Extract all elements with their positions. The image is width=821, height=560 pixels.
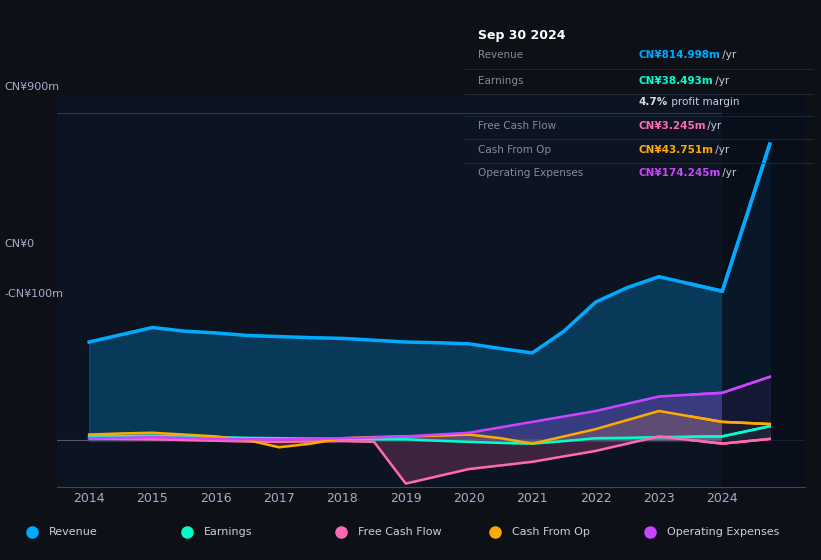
Text: Cash From Op: Cash From Op — [478, 144, 551, 155]
Text: Operating Expenses: Operating Expenses — [667, 528, 779, 537]
Bar — [722, 95, 817, 487]
Text: -CN¥100m: -CN¥100m — [4, 289, 63, 299]
Text: CN¥38.493m: CN¥38.493m — [639, 76, 713, 86]
Text: Free Cash Flow: Free Cash Flow — [478, 121, 556, 131]
Text: Revenue: Revenue — [478, 50, 523, 60]
Text: Revenue: Revenue — [49, 528, 98, 537]
Text: /yr: /yr — [712, 76, 729, 86]
Text: CN¥3.245m: CN¥3.245m — [639, 121, 706, 131]
Text: CN¥0: CN¥0 — [4, 239, 34, 249]
Text: /yr: /yr — [704, 121, 722, 131]
Text: /yr: /yr — [719, 168, 736, 178]
Text: CN¥900m: CN¥900m — [4, 82, 59, 92]
Text: Cash From Op: Cash From Op — [512, 528, 590, 537]
Text: CN¥814.998m: CN¥814.998m — [639, 50, 720, 60]
Text: 4.7%: 4.7% — [639, 97, 667, 108]
Text: CN¥174.245m: CN¥174.245m — [639, 168, 721, 178]
Text: Free Cash Flow: Free Cash Flow — [358, 528, 442, 537]
Text: CN¥43.751m: CN¥43.751m — [639, 144, 713, 155]
Text: Earnings: Earnings — [478, 76, 523, 86]
Text: profit margin: profit margin — [667, 97, 739, 108]
Text: /yr: /yr — [719, 50, 736, 60]
Text: Earnings: Earnings — [204, 528, 252, 537]
Text: /yr: /yr — [712, 144, 729, 155]
Text: Operating Expenses: Operating Expenses — [478, 168, 583, 178]
Text: Sep 30 2024: Sep 30 2024 — [478, 29, 566, 41]
